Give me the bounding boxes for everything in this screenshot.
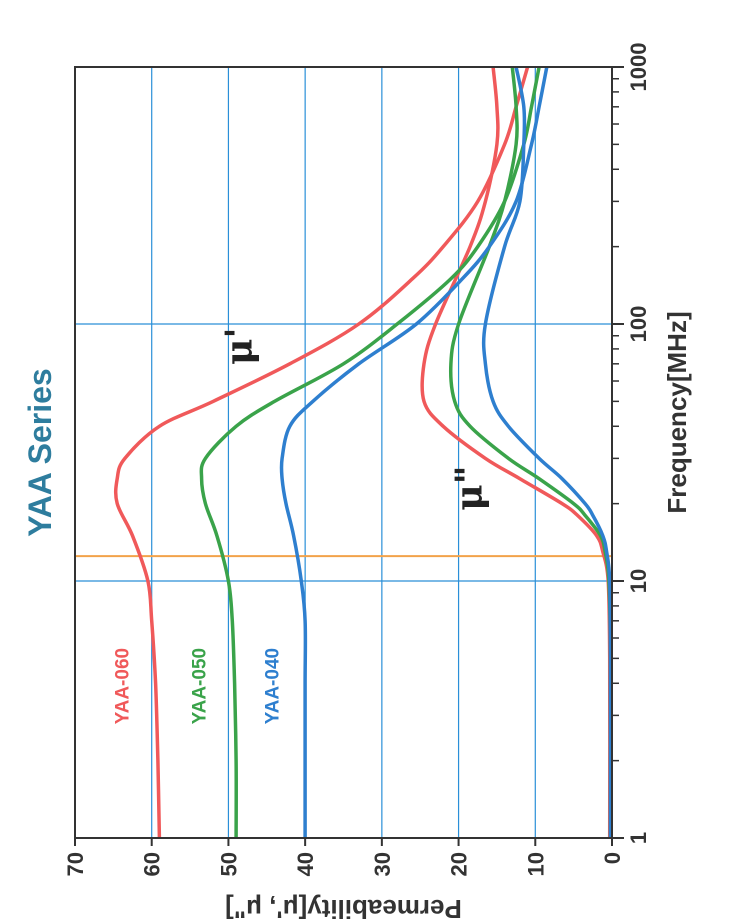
y-axis-title: Permeability[μ', μ"]	[225, 894, 462, 921]
series-line-yaa-040-mu-prime	[279, 66, 549, 838]
x-tick-label: 1000	[626, 43, 651, 92]
y-tick-label: 50	[216, 852, 241, 876]
y-tick-label: 30	[370, 852, 395, 876]
mu-prime-label: μ'	[218, 327, 260, 364]
y-tick-label: 60	[140, 852, 165, 876]
y-tick-label: 10	[523, 852, 548, 876]
plot-frame	[74, 66, 613, 839]
series-label-yaa-060: YAA-060	[113, 648, 134, 724]
x-tick-label: 1	[626, 832, 651, 844]
mu-double-prime-label: μ"	[449, 465, 491, 510]
y-tick-label: 40	[293, 852, 318, 876]
x-tick-label: 10	[626, 569, 651, 593]
y-tick-label: 0	[600, 852, 625, 864]
y-tick-label: 70	[63, 852, 88, 876]
series-line-yaa-040-mu-double-prime	[481, 66, 613, 839]
x-axis-title: Frequency[MHz]	[662, 311, 692, 513]
series-label-yaa-050: YAA-050	[189, 648, 210, 724]
chart-title: YAA Series	[22, 368, 58, 536]
series-line-yaa-060-mu-double-prime	[420, 66, 612, 839]
y-tick-label: 20	[447, 852, 472, 876]
series-label-yaa-040: YAA-040	[262, 648, 283, 724]
series-line-yaa-060-mu-prime	[113, 66, 530, 839]
series-label-layer: YAA-060 YAA-050 YAA-040	[113, 648, 284, 724]
tick-layer: 0 10 20 30 40 50 60 70 1 10 100 1000	[63, 43, 651, 877]
curve-layer	[113, 66, 613, 839]
x-tick-label: 100	[626, 306, 651, 343]
chart-rotated-group: 0 10 20 30 40 50 60 70 1 10 100 1000 YAA Series Fre…	[22, 43, 692, 921]
